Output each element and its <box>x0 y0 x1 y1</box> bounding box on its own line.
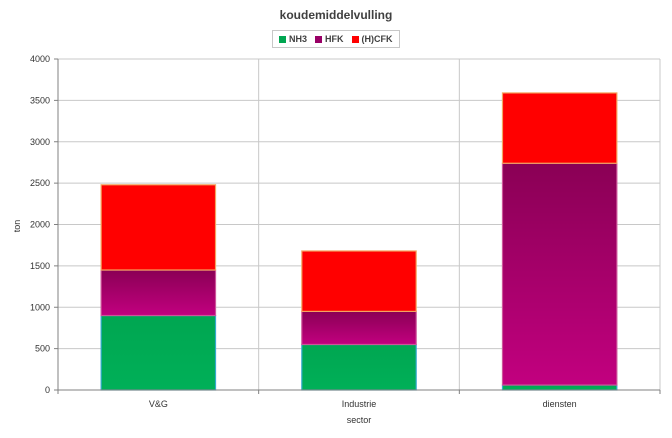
y-tick-label: 2500 <box>30 178 50 188</box>
y-axis-title: ton <box>12 220 22 233</box>
x-tick-label: Industrie <box>342 399 377 409</box>
y-tick-label: 3500 <box>30 95 50 105</box>
legend-swatch-hfk <box>315 35 323 43</box>
chart-title: koudemiddelvulling <box>279 8 393 22</box>
bar-segment-hcfk-2 <box>501 92 618 164</box>
x-axis-title: sector <box>347 415 372 425</box>
y-tick-label: 1500 <box>30 261 50 271</box>
bar-segment-hcfk-0 <box>100 184 217 271</box>
y-tick-label: 0 <box>45 385 50 395</box>
legend-item-hcfk: (H)CFK <box>351 34 393 44</box>
bar-segment-hfk-2 <box>501 162 618 386</box>
bar-segment-nh3-1 <box>301 343 417 391</box>
y-tick-label: 1000 <box>30 302 50 312</box>
bar-segment-nh3-2 <box>501 384 618 391</box>
y-tick-label: 3000 <box>30 137 50 147</box>
y-tick-label: 500 <box>35 344 50 354</box>
bar-segment-hfk-1 <box>301 310 417 346</box>
bar-segment-nh3-0 <box>100 314 217 391</box>
legend-swatch-nh3 <box>279 35 286 43</box>
legend-swatch-hcfk <box>351 35 359 43</box>
axes: 0 500 1000 1500 2000 2500 3000 3500 4000 V&G Indus… <box>30 54 661 409</box>
legend-label-hcfk: (H)CFK <box>361 34 393 44</box>
bars <box>100 92 618 391</box>
legend-label-nh3: NH3 <box>289 34 308 44</box>
x-tick-label: diensten <box>543 399 577 409</box>
y-tick-label: 2000 <box>30 220 50 230</box>
x-tick-label: V&G <box>149 399 168 409</box>
y-tick-label: 4000 <box>30 54 50 64</box>
legend: NH3 HFK (H)CFK <box>272 30 400 48</box>
legend-item-hfk: HFK <box>315 34 344 44</box>
bar-segment-hcfk-1 <box>301 250 417 312</box>
bar-segment-hfk-0 <box>100 269 217 317</box>
legend-label-hfk: HFK <box>325 34 344 44</box>
legend-item-nh3: NH3 <box>279 34 307 44</box>
